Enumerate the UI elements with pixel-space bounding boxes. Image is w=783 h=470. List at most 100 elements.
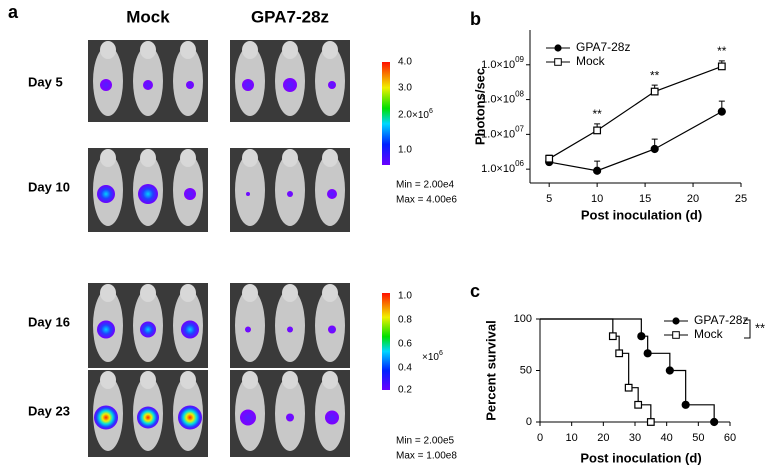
signal [287,326,293,333]
x-tick-label: 25 [735,193,747,205]
x-axis-label: Post inoculation (d) [580,450,701,465]
y-tick-label: 1.0×1006 [481,159,524,175]
mouse-head [282,41,298,59]
signal [328,325,336,334]
mouse-head [100,284,116,302]
colorbar-tick-label: 3.0 [398,83,412,94]
colorbar-tick-label: 1.0 [398,291,412,302]
mouse-head [180,41,196,59]
tick-exponent: 07 [515,124,524,133]
colorbar-tick-label: 2.0 [398,110,412,121]
marker [646,418,655,426]
marker [681,400,690,409]
marker [615,349,624,358]
mouse-head [242,371,258,389]
colorbar-tick-label: 0.4 [398,363,412,374]
signal [286,413,294,422]
x-tick-label: 30 [629,432,641,444]
signal [138,184,158,204]
mouse-head [282,284,298,302]
marker [593,166,602,175]
marker [717,62,726,71]
mouse-head [140,149,156,167]
signal [184,188,196,200]
column-label: Mock [126,7,170,26]
legend-label: Mock [576,54,606,68]
marker [608,332,617,341]
signal [178,405,202,430]
marker [717,107,726,116]
row-label: Day 16 [28,314,70,329]
y-tick-label: 1.0×1009 [481,55,524,71]
legend-label: GPA7-28z [576,40,630,54]
mouse [275,154,305,226]
colorbar-tick-label: 0.8 [398,315,412,326]
y-tick-label: 100 [514,313,532,325]
exponent: 6 [439,350,443,357]
mouse-head [322,284,338,302]
marker [650,144,659,154]
y-axis-label: Percent survival [483,320,498,420]
marker [634,400,643,409]
signal [328,81,336,89]
significance-bracket [744,319,751,339]
x-tick-label: 20 [687,193,699,205]
mouse-head [140,41,156,59]
exponent: 6 [429,108,433,115]
legend-marker [554,58,562,66]
marker [624,383,633,392]
colorbar-min: Min = 2.00e5 [396,436,455,447]
marker [545,154,554,163]
series-line [549,111,723,172]
legend-label: Mock [694,327,724,341]
signal [325,410,339,425]
mouse-head [100,41,116,59]
significance-label: ** [755,320,765,335]
mouse [315,46,345,116]
signal [240,409,256,426]
y-tick-label: 0 [526,416,532,428]
tick-base: 1.0×10 [481,128,515,140]
x-tick-label: 20 [597,432,609,444]
legend-marker [672,317,680,325]
legend-marker [672,331,680,339]
mouse-head [242,284,258,302]
tick-exponent: 06 [515,159,524,168]
panel-label: c [470,281,480,301]
signal [143,80,153,90]
marker [665,366,674,375]
panel-label: b [470,9,481,29]
series-line [548,65,723,160]
tick-exponent: 09 [515,55,524,64]
mouse-head [322,41,338,59]
mouse-head [282,371,298,389]
colorbar-multiplier: ×106 [412,108,433,121]
x-tick-label: 40 [661,432,673,444]
mouse-head [242,149,258,167]
signal [186,81,194,89]
colorbar-max: Max = 4.00e6 [396,195,457,206]
signal [181,320,199,339]
tick-exponent: 08 [515,90,524,99]
mouse-head [242,41,258,59]
x-axis-label: Post inoculation (d) [581,207,702,222]
colorbar-max: Max = 1.00e8 [396,451,457,462]
tick-base: 1.0×10 [481,163,515,175]
mouse-head [282,149,298,167]
mouse [235,289,265,362]
marker [593,126,602,135]
x-tick-label: 10 [591,193,603,205]
x-tick-label: 10 [566,432,578,444]
mouse [315,289,345,362]
signal [283,78,297,92]
marker [643,349,652,358]
colorbar [382,293,390,390]
y-tick-label: 50 [520,364,532,376]
x-tick-label: 15 [639,193,651,205]
row-label: Day 23 [28,403,70,418]
signal [140,321,156,338]
mouse [235,154,265,226]
legend-label: GPA7-28z [694,313,748,327]
marker [650,87,659,96]
marker [710,417,719,427]
